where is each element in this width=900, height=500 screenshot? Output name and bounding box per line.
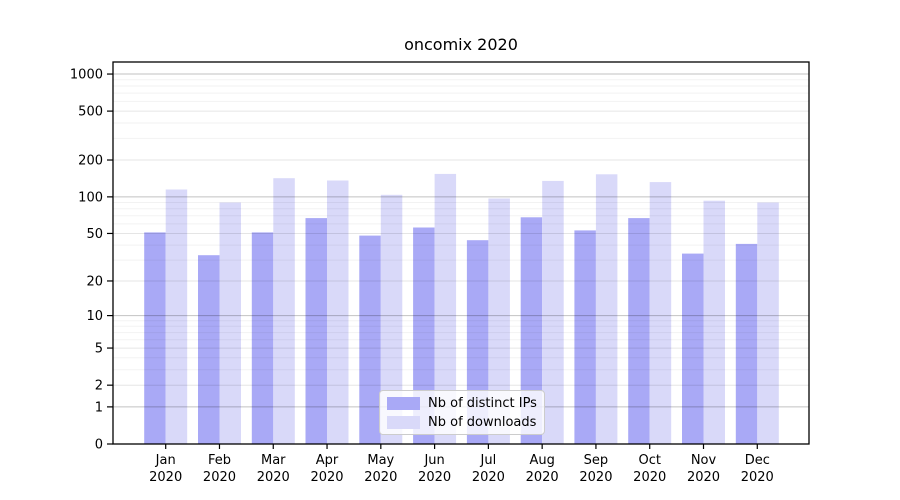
bar-downloads-nov — [703, 200, 725, 444]
bar-downloads-jan — [165, 189, 188, 444]
legend: Nb of distinct IPs Nb of downloads — [379, 390, 545, 435]
bar-downloads-apr — [327, 180, 349, 444]
y-tick-label: 500 — [78, 105, 103, 120]
x-tick-label-mar: Mar 2020 — [257, 453, 290, 485]
legend-label-downloads: Nb of downloads — [428, 414, 537, 430]
y-tick-label: 1 — [95, 400, 103, 415]
bar-downloads-oct — [649, 182, 672, 444]
x-tick-label-apr: Apr 2020 — [310, 453, 343, 485]
legend-row-distinct-ips: Nb of distinct IPs — [387, 395, 537, 411]
legend-label-distinct-ips: Nb of distinct IPs — [428, 395, 537, 411]
chart-title: oncomix 2020 — [404, 35, 518, 54]
bar-downloads-mar — [273, 178, 295, 444]
bar-downloads-feb — [219, 202, 241, 444]
x-tick-label-oct: Oct 2020 — [633, 453, 666, 485]
bar-distinct-ips-aug — [520, 217, 543, 444]
x-tick-label-jun: Jun 2020 — [418, 453, 451, 485]
bar-distinct-ips-jun — [413, 227, 435, 444]
bar-distinct-ips-jan — [144, 232, 166, 444]
x-tick-label-feb: Feb 2020 — [203, 453, 236, 485]
y-tick-label: 5 — [95, 342, 103, 357]
x-tick-label-may: May 2020 — [364, 453, 397, 485]
legend-row-downloads: Nb of downloads — [387, 415, 536, 430]
bar-downloads-sep — [595, 174, 618, 445]
legend-swatch-distinct-ips — [387, 396, 420, 410]
bar-downloads-aug — [542, 180, 564, 444]
bar-downloads-may — [380, 194, 403, 444]
x-tick-label-jul: Jul 2020 — [472, 453, 505, 485]
bar-distinct-ips-oct — [628, 218, 650, 444]
y-tick-label: 10 — [86, 309, 103, 324]
bar-distinct-ips-may — [359, 235, 381, 444]
bar-downloads-jul — [488, 198, 510, 444]
y-tick-label: 100 — [78, 190, 103, 205]
y-tick-label: 50 — [86, 227, 103, 242]
y-tick-label: 1000 — [70, 68, 103, 83]
x-tick-label-aug: Aug 2020 — [526, 453, 559, 485]
bar-distinct-ips-sep — [574, 230, 596, 444]
bar-downloads-jun — [434, 173, 457, 444]
bar-distinct-ips-feb — [198, 255, 220, 444]
bar-distinct-ips-mar — [251, 232, 274, 444]
y-tick-label: 2 — [95, 379, 103, 394]
x-tick-label-sep: Sep 2020 — [579, 453, 612, 485]
y-tick-label: 20 — [86, 275, 103, 290]
bar-distinct-ips-nov — [682, 253, 704, 444]
bar-distinct-ips-apr — [305, 218, 327, 444]
plot-frame — [112, 61, 810, 445]
x-tick-label-nov: Nov 2020 — [687, 453, 720, 485]
y-tick-label: 200 — [78, 154, 103, 169]
bar-distinct-ips-dec — [735, 243, 758, 444]
y-tick-label: 0 — [95, 438, 103, 453]
bar-downloads-dec — [757, 202, 779, 444]
x-tick-label-dec: Dec 2020 — [741, 453, 774, 485]
x-tick-label-jan: Jan 2020 — [149, 453, 182, 485]
legend-swatch-downloads — [387, 415, 420, 429]
